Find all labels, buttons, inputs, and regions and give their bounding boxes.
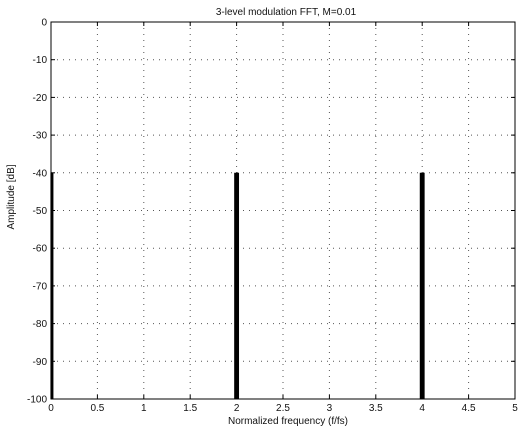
x-tick-label: 1.5 bbox=[183, 403, 197, 414]
x-tick-label: 2.5 bbox=[276, 403, 290, 414]
x-tick-label: 4.5 bbox=[462, 403, 476, 414]
y-tick-label: -30 bbox=[33, 131, 48, 142]
y-tick-label: -100 bbox=[27, 395, 47, 406]
plot-area: 0 0.5 1 1.5 2 2.5 3 3.5 4 4.5 5 0 -10 -20 -30 -40 -50 -60… bbox=[27, 18, 518, 415]
y-axis-label: Amplitude [dB] bbox=[6, 164, 17, 229]
x-tick-label: 3.5 bbox=[369, 403, 383, 414]
y-tick-label: -80 bbox=[33, 319, 48, 330]
y-tick-label: -70 bbox=[33, 281, 48, 292]
chart-title: 3-level modulation FFT, M=0.01 bbox=[216, 7, 357, 18]
x-tick-label: 5 bbox=[512, 403, 518, 414]
x-tick-label: 0 bbox=[48, 403, 54, 414]
y-tick-label: -40 bbox=[33, 168, 48, 179]
y-tick-label: -90 bbox=[33, 357, 48, 368]
y-tick-label: -20 bbox=[33, 93, 48, 104]
y-tick-label: -50 bbox=[33, 206, 48, 217]
x-tick-label: 1 bbox=[141, 403, 147, 414]
x-tick-label: 4 bbox=[419, 403, 425, 414]
x-tick-label: 0.5 bbox=[90, 403, 104, 414]
y-tick-label: -60 bbox=[33, 244, 48, 255]
y-tick-label: 0 bbox=[41, 18, 47, 29]
x-tick-label: 2 bbox=[234, 403, 240, 414]
y-tick-label: -10 bbox=[33, 55, 48, 66]
x-axis-label: Normalized frequency (f/fs) bbox=[228, 416, 348, 427]
x-tick-label: 3 bbox=[327, 403, 333, 414]
